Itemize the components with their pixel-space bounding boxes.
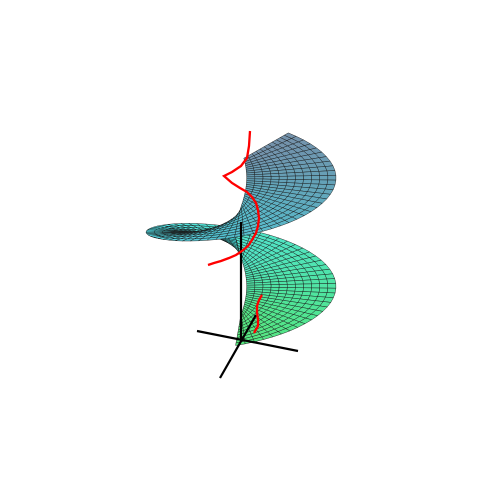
surface-cell <box>325 292 336 298</box>
surface-cell <box>278 172 288 177</box>
surface-cell <box>302 171 312 177</box>
surface-cell <box>310 287 320 293</box>
surface-cell <box>270 176 280 180</box>
surface-cell <box>254 176 264 180</box>
surface-cell <box>309 166 320 172</box>
surface-cell <box>318 278 328 284</box>
surface-cell <box>295 175 304 180</box>
surface-cell <box>311 175 320 181</box>
surface-cell <box>294 171 304 177</box>
surface-cell <box>326 287 337 294</box>
surface-cell <box>246 284 256 288</box>
surface-cell <box>293 276 304 281</box>
surface-cell <box>286 175 296 180</box>
surface-cell <box>270 173 280 177</box>
surface-cell <box>293 168 304 173</box>
surface-cell <box>294 287 304 292</box>
surface-cell <box>286 280 296 285</box>
surface-cell <box>310 179 320 185</box>
surface-cell <box>303 283 312 289</box>
surface-cell <box>327 283 337 289</box>
surface-cell <box>246 174 256 178</box>
surface-cell <box>254 284 264 288</box>
surface-cell <box>319 283 329 289</box>
curve-upper-segment <box>207 130 261 267</box>
surface-cell <box>326 170 337 176</box>
surface-cell <box>327 175 337 181</box>
surface-cell <box>318 287 329 293</box>
surface-cell <box>310 279 320 285</box>
surface-cell <box>285 168 296 174</box>
surface-cell <box>318 179 329 185</box>
surface-cell <box>278 287 288 292</box>
surface-cell <box>278 284 288 288</box>
surface-cell <box>262 284 272 288</box>
x-axis <box>196 329 299 353</box>
surface-cell <box>262 173 272 177</box>
surface-cell <box>319 175 329 181</box>
surface-cell <box>302 287 312 293</box>
surface-cell <box>326 179 337 186</box>
curve-lower-segment <box>253 294 263 334</box>
coordinate-axes <box>196 222 299 379</box>
surface-cell <box>310 171 320 176</box>
surface-cell <box>294 280 304 285</box>
surface-cell <box>270 281 280 285</box>
surface-cell <box>262 176 272 180</box>
surface-cell <box>318 170 329 176</box>
surface-cell <box>246 176 256 180</box>
surface-cell <box>302 279 312 285</box>
surface-cell <box>278 175 288 180</box>
surface-cell <box>278 280 288 285</box>
y-axis <box>219 314 257 379</box>
red-space-curve <box>207 130 263 334</box>
surface-cell <box>270 284 280 288</box>
surface-cell <box>301 167 312 173</box>
surface-cell <box>294 179 304 184</box>
surface-cell <box>295 283 304 289</box>
surface-cell <box>302 179 312 185</box>
surface-cell <box>303 175 312 181</box>
surface-cell <box>246 282 256 286</box>
surface-cell <box>262 281 272 286</box>
surface-cell <box>311 283 320 289</box>
surface-cell <box>286 172 296 177</box>
surface-cell <box>326 278 337 284</box>
surface-cell <box>301 275 312 281</box>
surface-cell <box>286 283 296 288</box>
